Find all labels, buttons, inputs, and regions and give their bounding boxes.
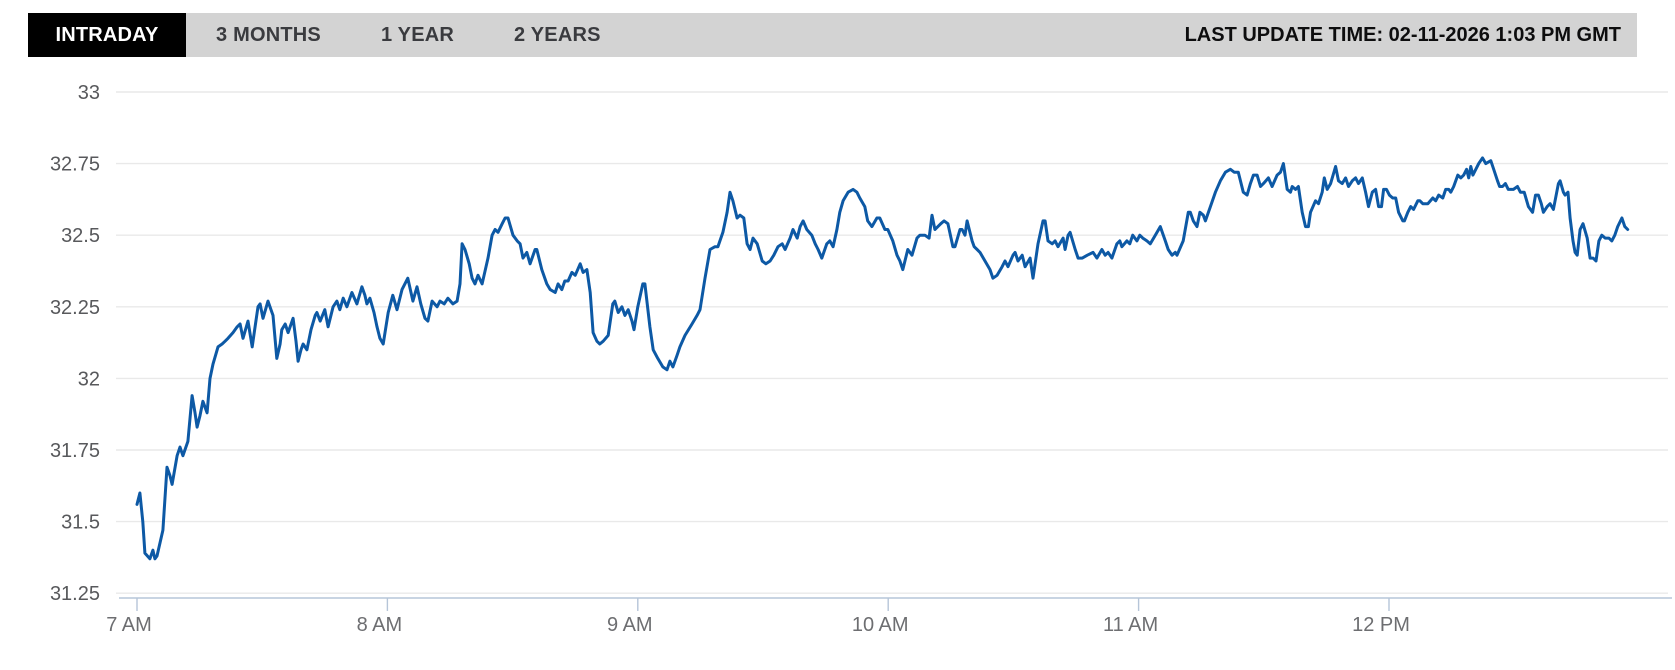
tab-intraday[interactable]: INTRADAY <box>28 13 186 57</box>
y-axis-label: 32.25 <box>50 297 100 319</box>
last-update-time-label: LAST UPDATE TIME: 02-11-2026 1:03 PM GMT <box>1184 23 1621 46</box>
y-axis-label: 32.5 <box>61 225 100 247</box>
x-axis-label: 12 PM <box>1352 614 1410 636</box>
tab-1-year[interactable]: 1 YEAR <box>380 23 455 46</box>
y-axis-label: 31.5 <box>61 512 100 534</box>
y-axis-label: 31.75 <box>50 440 100 462</box>
chart-toolbar: INTRADAY 3 MONTHS 1 YEAR 2 YEARS LAST UPDAT… <box>28 13 1637 57</box>
y-axis-label: 32 <box>78 368 100 390</box>
x-axis-label: 8 AM <box>357 614 403 636</box>
tab-2-years[interactable]: 2 YEARS <box>514 23 601 46</box>
y-axis-label: 31.25 <box>50 583 100 605</box>
y-axis-label: 32.75 <box>50 154 100 176</box>
price-line-series <box>135 156 1630 561</box>
tab-3-months[interactable]: 3 MONTHS <box>216 23 321 46</box>
y-axis-label: 33 <box>78 82 100 104</box>
period-tabs: INTRADAY 3 MONTHS 1 YEAR 2 YEARS <box>28 13 631 57</box>
x-axis-label: 11 AM <box>1103 614 1158 636</box>
x-axis-label: 10 AM <box>852 614 909 636</box>
x-axis-label: 7 AM <box>106 614 152 636</box>
x-axis-label: 9 AM <box>607 614 653 636</box>
